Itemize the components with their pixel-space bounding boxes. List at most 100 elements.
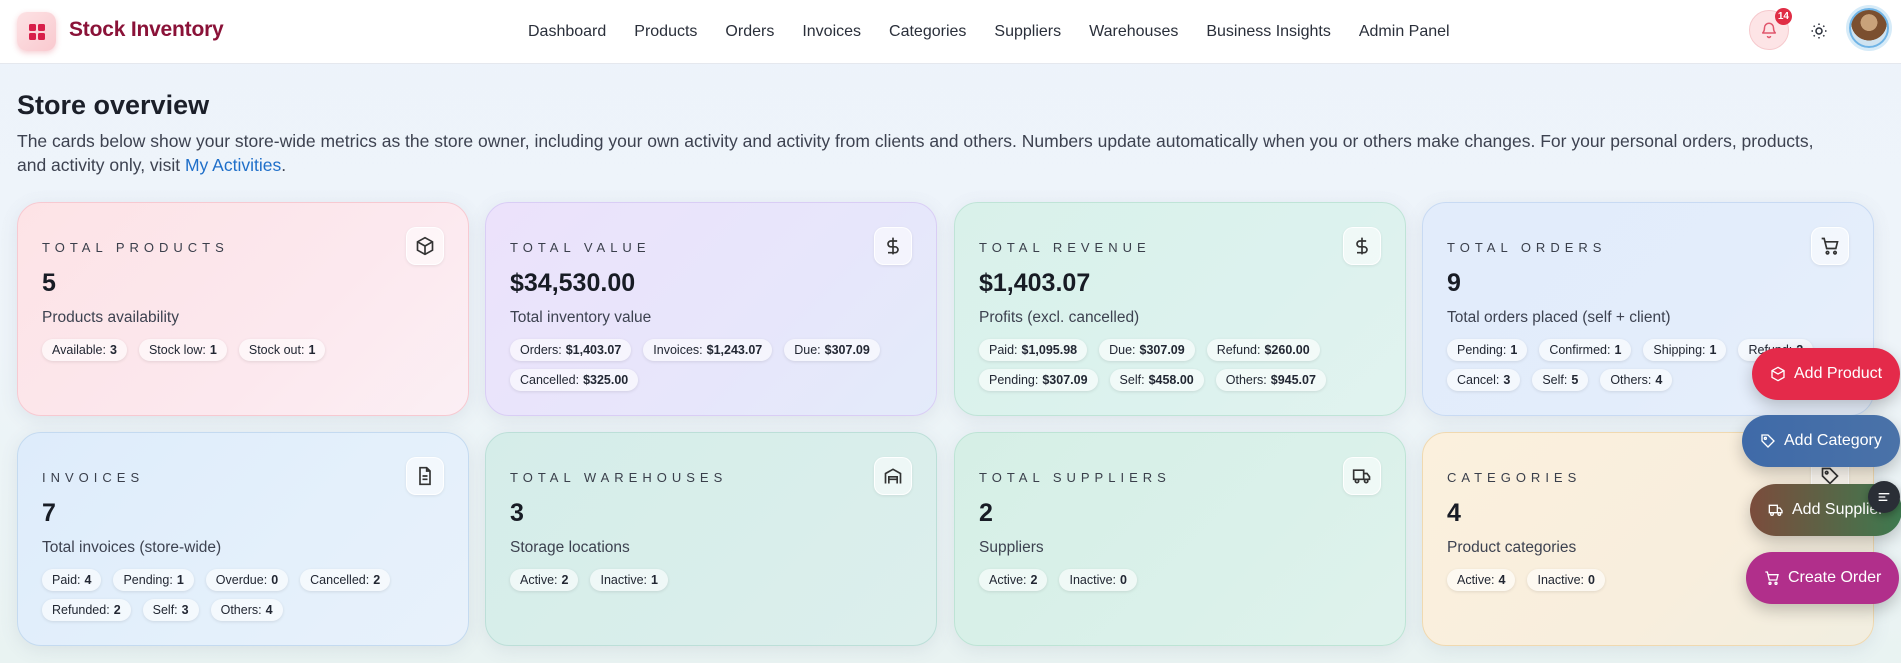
stat-chip-value: $458.00: [1148, 373, 1194, 387]
stat-chip-value: $1,095.98: [1021, 343, 1078, 357]
card-chips: Active: 2 Inactive: 1: [510, 569, 922, 591]
top-navigation-bar: Stock Inventory Dashboard Products Order…: [0, 0, 1901, 64]
stat-chip-key: Shipping:: [1653, 343, 1706, 357]
stat-chip-value: $945.07: [1270, 373, 1316, 387]
stat-chip-key: Self:: [1119, 373, 1145, 387]
stat-chip-value: $1,403.07: [565, 343, 622, 357]
stat-chip: Others: 4: [1600, 369, 1673, 391]
card-total-orders[interactable]: TOTAL ORDERS 9 Total orders placed (self…: [1422, 202, 1874, 416]
stat-chip-value: 2: [1030, 573, 1038, 587]
nav-warehouses[interactable]: Warehouses: [1089, 23, 1179, 40]
stat-chip-key: Others:: [1610, 373, 1652, 387]
card-total-revenue[interactable]: TOTAL REVENUE $1,403.07 Profits (excl. c…: [954, 202, 1406, 416]
theme-toggle-sun-icon[interactable]: [1808, 20, 1830, 42]
card-subtitle: Suppliers: [979, 539, 1044, 556]
card-total-suppliers[interactable]: TOTAL SUPPLIERS 2 Suppliers Active: 2 Inac…: [954, 432, 1406, 646]
stat-chip: Cancel: 3: [1447, 369, 1521, 391]
stat-chip: Others: $945.07: [1215, 369, 1326, 391]
stat-chip-value: 4: [84, 573, 92, 587]
card-total-value[interactable]: TOTAL VALUE $34,530.00 Total inventory v…: [485, 202, 937, 416]
stat-chip-value: 3: [1503, 373, 1511, 387]
stat-chip-key: Paid:: [989, 343, 1018, 357]
card-subtitle: Profits (excl. cancelled): [979, 309, 1140, 326]
stat-chip: Stock out: 1: [238, 339, 326, 361]
stat-chip: Cancelled: 2: [300, 569, 391, 591]
stat-chip-value: 0: [1120, 573, 1127, 587]
nav-orders[interactable]: Orders: [725, 23, 775, 40]
stat-chip: Active: 2: [510, 569, 579, 591]
add-product-button[interactable]: Add Product: [1752, 348, 1901, 400]
stat-chip-value: 1: [1614, 343, 1622, 357]
stat-chip-key: Refund:: [1216, 343, 1261, 357]
notifications-button[interactable]: 14: [1749, 8, 1792, 50]
nav-suppliers[interactable]: Suppliers: [994, 23, 1062, 40]
stat-chip: Active: 2: [979, 569, 1048, 591]
stat-chip-value: 3: [109, 343, 117, 357]
card-chips: Available: 3 Stock low: 1 Stock out: 1: [42, 339, 454, 361]
stat-chip-key: Active:: [989, 573, 1027, 587]
app-title[interactable]: Stock Inventory: [69, 18, 224, 41]
stat-chip-value: 0: [271, 573, 279, 587]
card-subtitle: Products availability: [42, 309, 179, 326]
warehouse-icon: [874, 457, 912, 495]
card-chips: Paid: $1,095.98 Due: $307.09 Refund: $260.00 P…: [979, 339, 1391, 391]
stat-chip-key: Inactive:: [1069, 573, 1117, 587]
description-text: The cards below show your store-wide met…: [17, 131, 1814, 175]
card-value: 3: [510, 499, 524, 527]
stat-chip: Invoices: $1,243.07: [643, 339, 773, 361]
stat-chip: Pending: 1: [1447, 339, 1528, 361]
add-supplier-label: Add Supplier: [1792, 501, 1884, 518]
cart-icon: [1765, 571, 1779, 585]
stat-chip-value: 1: [308, 343, 316, 357]
add-category-button[interactable]: Add Category: [1742, 415, 1900, 467]
stat-chip-key: Cancel:: [1457, 373, 1500, 387]
stat-chip-value: 4: [265, 603, 273, 617]
stat-chip-value: 3: [181, 603, 189, 617]
card-chips: Orders: $1,403.07 Invoices: $1,243.07 Due: $3…: [510, 339, 922, 391]
card-categories[interactable]: CATEGORIES 4 Product categories Active: 4…: [1422, 432, 1874, 646]
card-subtitle: Storage locations: [510, 539, 630, 556]
card-invoices[interactable]: INVOICES 7 Total invoices (store-wide) P…: [17, 432, 469, 646]
stat-chip: Paid: 4: [42, 569, 102, 591]
toggle-actions-menu-icon[interactable]: [1868, 481, 1900, 513]
stat-chip-key: Invoices:: [653, 343, 703, 357]
stat-chip-key: Paid:: [52, 573, 81, 587]
add-product-label: Add Product: [1794, 365, 1883, 382]
card-value: $34,530.00: [510, 269, 636, 297]
create-order-button[interactable]: Create Order: [1746, 552, 1900, 604]
nav-products[interactable]: Products: [634, 23, 698, 40]
stat-chip-key: Active:: [1457, 573, 1495, 587]
my-activities-link[interactable]: My Activities: [184, 155, 282, 175]
stat-chip: Others: 4: [210, 599, 283, 621]
stat-chip-key: Stock low:: [148, 343, 206, 357]
card-chips: Paid: 4 Pending: 1 Overdue: 0 Cancelled: 2 Refun…: [42, 569, 454, 621]
stat-chip: Confirmed: 1: [1539, 339, 1632, 361]
nav-categories[interactable]: Categories: [889, 23, 967, 40]
nav-business-insights[interactable]: Business Insights: [1206, 23, 1331, 40]
user-avatar[interactable]: [1849, 8, 1889, 48]
stat-chip: Pending: 1: [113, 569, 194, 591]
stat-chip-key: Pending:: [1457, 343, 1507, 357]
card-subtitle: Total invoices (store-wide): [42, 539, 222, 556]
stat-chip: Due: $307.09: [1099, 339, 1195, 361]
card-label: TOTAL WAREHOUSES: [510, 470, 728, 485]
card-chips: Pending:1Confirmed:1Shipping:1Refund:2Ca…: [1447, 339, 1859, 391]
card-total-products[interactable]: TOTAL PRODUCTS 5 Products availability A…: [17, 202, 469, 416]
stat-chip: Inactive: 0: [1527, 569, 1605, 591]
dollar-icon: [1343, 227, 1381, 265]
bell-icon: [1761, 22, 1777, 39]
app-logo-icon[interactable]: [17, 12, 56, 51]
card-total-warehouses[interactable]: TOTAL WAREHOUSES 3 Storage locations Act…: [485, 432, 937, 646]
nav-invoices[interactable]: Invoices: [802, 23, 862, 40]
card-label: TOTAL REVENUE: [979, 240, 1151, 255]
card-subtitle: Product categories: [1447, 539, 1577, 556]
nav-admin-panel[interactable]: Admin Panel: [1358, 23, 1450, 40]
truck-icon: [1768, 504, 1783, 516]
nav-dashboard[interactable]: Dashboard: [528, 23, 607, 40]
stat-chip: Due: $307.09: [784, 339, 880, 361]
stat-chip-value: 4: [1498, 573, 1506, 587]
stat-chip-value: 2: [561, 573, 569, 587]
stat-chip-key: Orders:: [520, 343, 562, 357]
notification-count-badge: 14: [1774, 8, 1792, 25]
card-chips: Active: 4 Inactive: 0: [1447, 569, 1859, 591]
